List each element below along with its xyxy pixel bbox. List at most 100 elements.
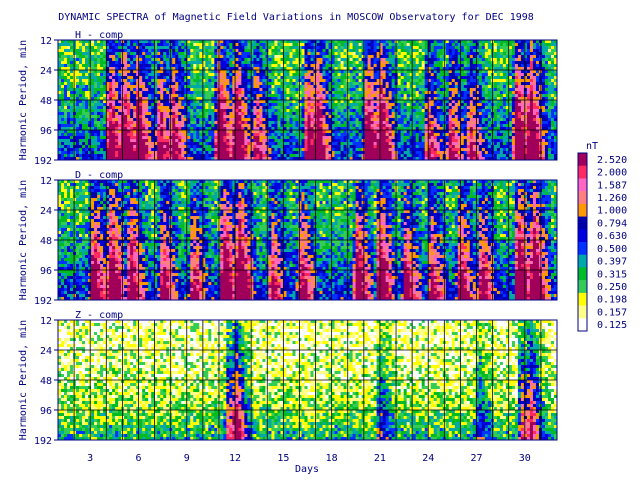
- spectra-cell: [61, 124, 65, 128]
- spectra-cell: [154, 112, 158, 116]
- spectra-cell: [58, 151, 62, 155]
- spectra-cell: [121, 49, 125, 53]
- spectra-cell: [82, 88, 86, 92]
- spectra-cell: [355, 79, 360, 83]
- spectra-cell: [133, 73, 137, 77]
- spectra-cell: [370, 106, 375, 110]
- spectra-cell: [352, 148, 356, 152]
- spectra-cell: [196, 43, 200, 47]
- spectra-cell: [205, 91, 209, 95]
- spectra-cell: [79, 142, 83, 146]
- spectra-cell: [208, 103, 212, 107]
- spectra-cell: [58, 88, 62, 92]
- spectra-cell: [295, 49, 299, 53]
- spectra-cell: [97, 115, 101, 119]
- spectra-cell: [430, 52, 435, 56]
- spectra-cell: [211, 103, 215, 107]
- spectra-cell: [253, 67, 257, 71]
- spectra-cell: [85, 118, 89, 122]
- spectra-cell: [121, 151, 125, 155]
- spectra-cell: [298, 70, 302, 74]
- spectra-cell: [112, 133, 116, 137]
- spectra-cell: [349, 82, 353, 86]
- spectra-cell: [412, 79, 417, 83]
- spectra-cell: [274, 40, 278, 44]
- spectra-cell: [97, 112, 101, 116]
- spectra-cell: [400, 88, 405, 92]
- spectra-cell: [379, 103, 384, 107]
- spectra-cell: [145, 124, 149, 128]
- spectra-cell: [343, 73, 347, 77]
- spectra-cell: [307, 82, 311, 86]
- spectra-cell: [142, 148, 146, 152]
- spectra-cell: [247, 142, 251, 146]
- spectra-cell: [214, 106, 218, 110]
- spectra-cell: [148, 142, 152, 146]
- spectra-cell: [148, 145, 152, 149]
- spectra-cell: [241, 121, 245, 125]
- spectra-cell: [214, 121, 218, 125]
- spectra-cell: [403, 121, 408, 125]
- spectra-cell: [358, 85, 363, 89]
- spectra-cell: [211, 100, 215, 104]
- spectra-cell: [376, 43, 381, 47]
- spectra-cell: [376, 94, 381, 98]
- spectra-cell: [319, 82, 323, 86]
- spectra-cell: [358, 112, 363, 116]
- spectra-cell: [148, 139, 152, 143]
- spectra-cell: [355, 130, 360, 134]
- spectra-cell: [121, 73, 125, 77]
- spectra-cell: [232, 67, 236, 71]
- spectra-cell: [85, 151, 89, 155]
- spectra-cell: [247, 52, 251, 56]
- spectra-cell: [271, 85, 275, 89]
- spectra-cell: [373, 136, 378, 140]
- spectra-cell: [148, 124, 152, 128]
- spectra-cell: [295, 97, 299, 101]
- spectra-cell: [358, 157, 363, 161]
- spectra-cell: [253, 148, 257, 152]
- spectra-cell: [379, 85, 384, 89]
- spectra-cell: [415, 112, 420, 116]
- spectra-cell: [106, 157, 110, 161]
- spectra-cell: [193, 58, 197, 62]
- spectra-cell: [64, 55, 68, 59]
- spectra-cell: [268, 121, 272, 125]
- spectra-cell: [199, 55, 203, 59]
- spectra-cell: [418, 118, 423, 122]
- spectra-cell: [415, 100, 420, 104]
- spectra-cell: [181, 40, 185, 44]
- spectra-cell: [91, 142, 95, 146]
- spectra-cell: [355, 154, 360, 158]
- spectra-cell: [109, 40, 113, 44]
- spectra-cell: [142, 127, 146, 131]
- spectra-cell: [247, 61, 251, 65]
- spectra-cell: [214, 76, 218, 80]
- spectra-cell: [139, 157, 143, 161]
- spectra-cell: [238, 46, 242, 50]
- spectra-cell: [322, 148, 326, 152]
- spectra-cell: [406, 76, 411, 80]
- spectra-cell: [409, 88, 414, 92]
- spectra-cell: [151, 43, 155, 47]
- spectra-cell: [349, 103, 353, 107]
- spectra-cell: [226, 130, 230, 134]
- spectra-cell: [181, 151, 185, 155]
- spectra-cell: [127, 70, 131, 74]
- spectra-cell: [142, 61, 146, 65]
- spectra-cell: [97, 58, 101, 62]
- spectra-cell: [88, 145, 92, 149]
- spectra-cell: [376, 49, 381, 53]
- spectra-cell: [370, 154, 375, 158]
- spectra-cell: [373, 49, 378, 53]
- spectra-cell: [286, 112, 290, 116]
- spectra-cell: [61, 52, 65, 56]
- spectra-cell: [139, 55, 143, 59]
- spectra-cell: [382, 106, 387, 110]
- spectra-cell: [100, 43, 104, 47]
- spectra-cell: [283, 142, 287, 146]
- spectra-cell: [190, 157, 194, 161]
- spectra-cell: [193, 148, 197, 152]
- spectra-cell: [100, 82, 104, 86]
- spectra-cell: [322, 85, 326, 89]
